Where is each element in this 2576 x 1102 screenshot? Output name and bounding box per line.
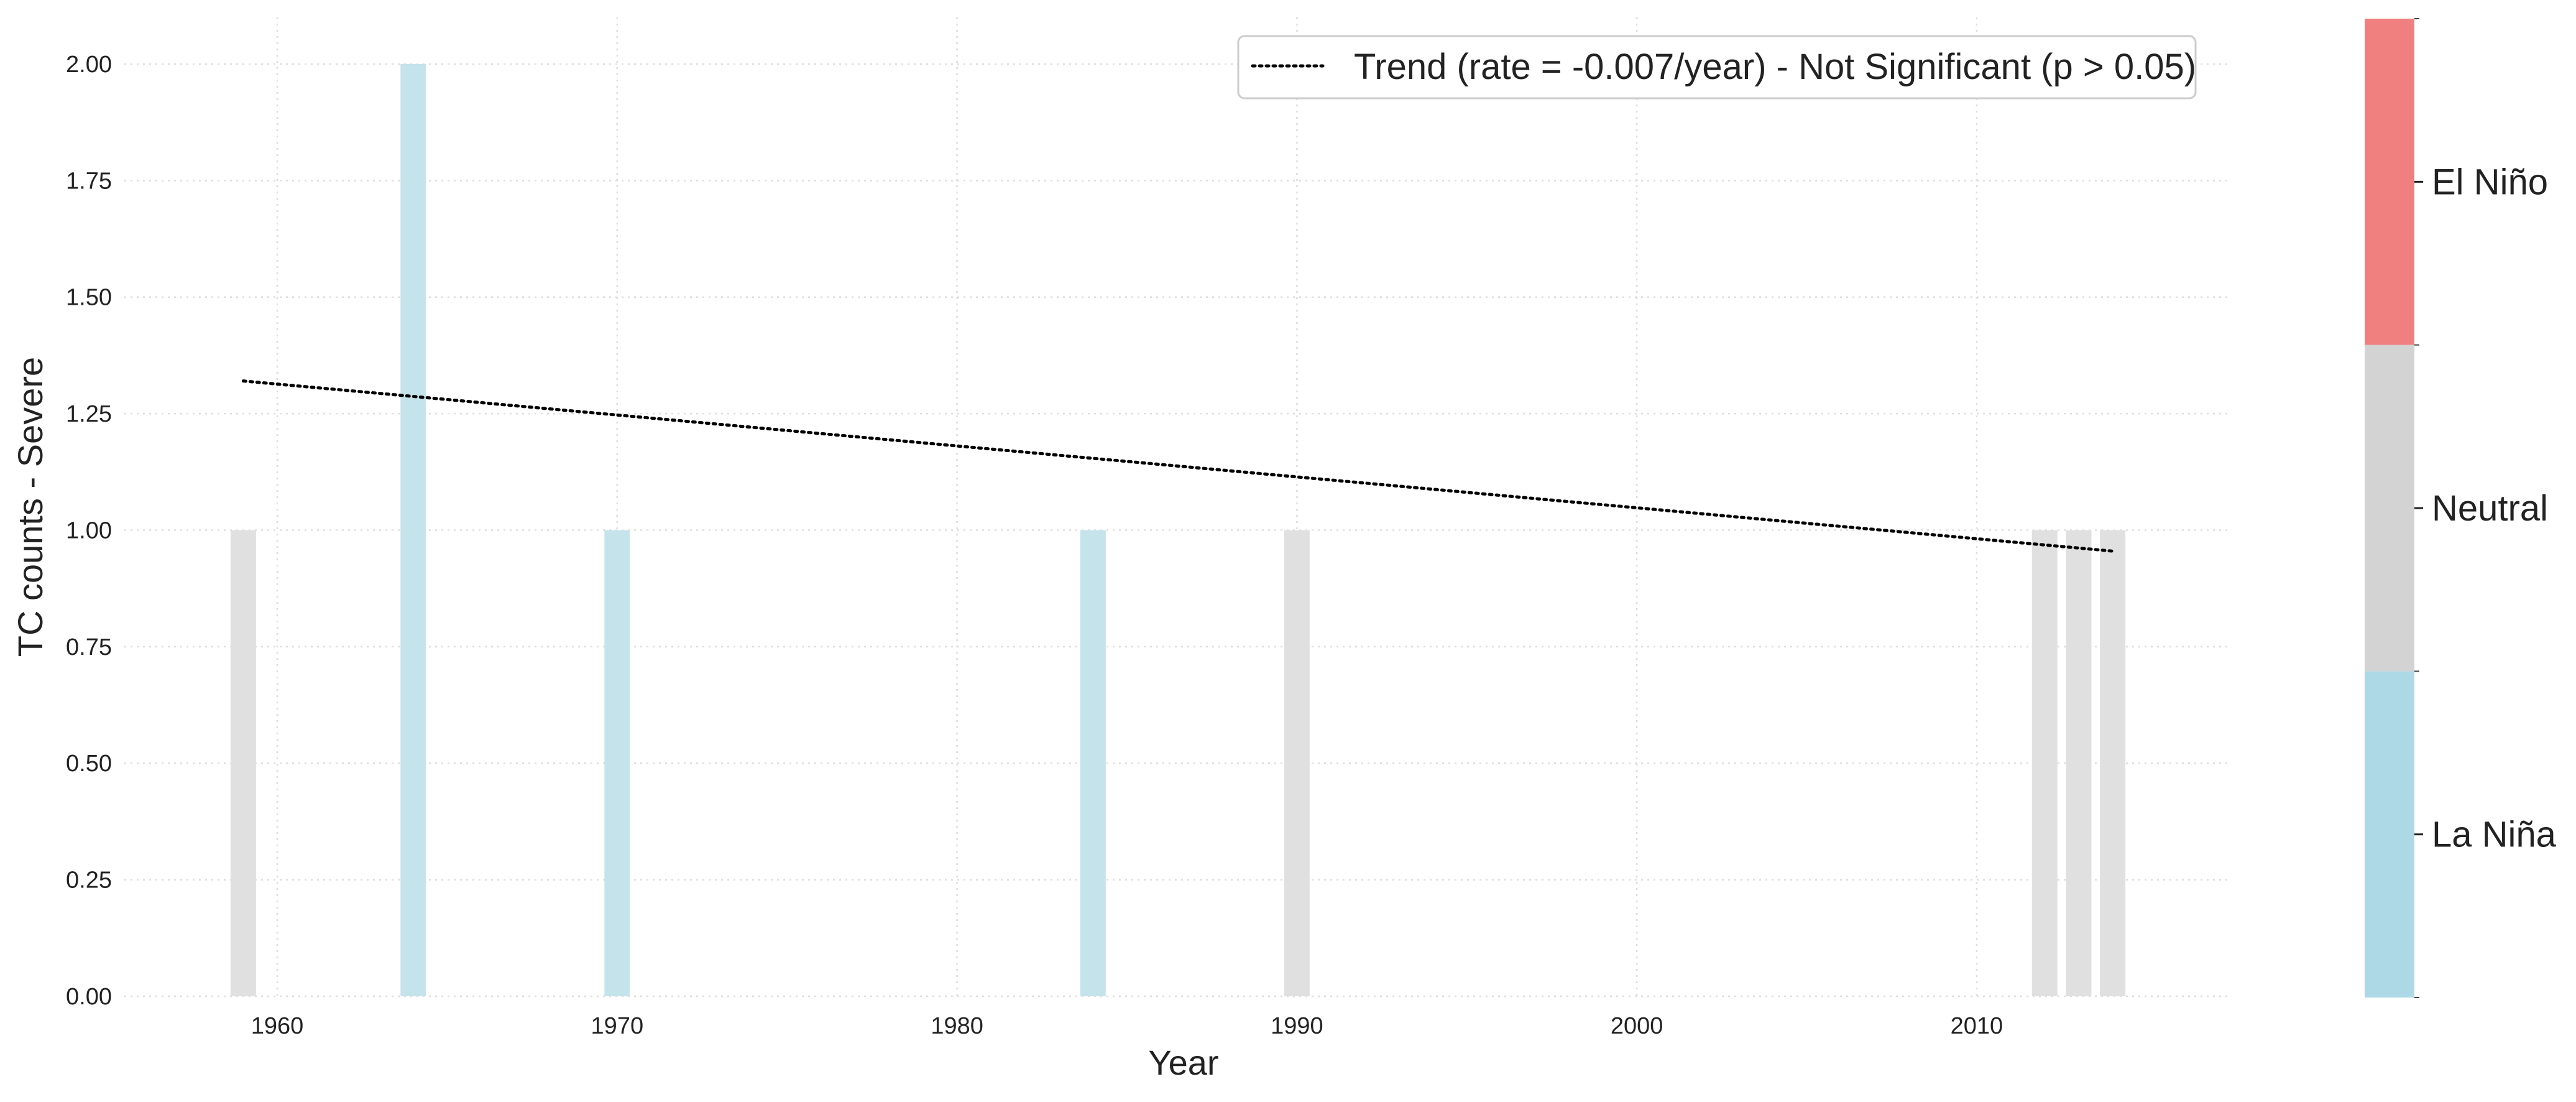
bar <box>2066 530 2092 996</box>
y-axis-title: TC counts - Severe <box>11 357 50 657</box>
colorbar-segment <box>2365 345 2414 672</box>
colorbar-segment <box>2365 671 2414 998</box>
x-axis-title: Year <box>1148 1043 1218 1082</box>
y-tick-label: 0.75 <box>66 634 112 660</box>
bar <box>1080 530 1106 996</box>
bar <box>400 63 426 996</box>
legend-box <box>1237 35 2197 100</box>
colorbar: La Niña Neutral El Niño <box>2365 18 2557 998</box>
x-tick-label: 1980 <box>931 1013 983 1039</box>
bar <box>2100 530 2126 996</box>
bar <box>604 530 630 996</box>
y-tick-label: 2.00 <box>66 52 112 78</box>
x-tick-label: 1970 <box>591 1013 644 1039</box>
colorbar-label: La Niña <box>2432 815 2557 855</box>
bar-layer <box>230 63 2126 996</box>
x-tick-label: 2000 <box>1611 1013 1663 1039</box>
bar <box>1284 530 1310 996</box>
colorbar-segment <box>2365 19 2414 345</box>
y-tick-label: 0.50 <box>66 751 112 777</box>
y-tick-label: 0.25 <box>66 868 112 894</box>
x-tick-label: 1990 <box>1271 1013 1323 1039</box>
colorbar-label: El Niño <box>2432 162 2548 202</box>
y-tick-label: 0.00 <box>66 984 112 1010</box>
trend-layer <box>241 379 2115 553</box>
bar <box>2031 530 2058 996</box>
y-tick-label: 1.00 <box>66 517 112 544</box>
legend: Trend (rate = -0.007/year) - Not Signifi… <box>1237 35 2197 100</box>
tick-layer: 0.00 0.25 0.50 0.75 1.00 1.25 1.50 1.75 2.00 1960… <box>66 52 2003 1039</box>
colorbar-label: Neutral <box>2432 488 2548 529</box>
x-tick-label: 1960 <box>251 1013 304 1039</box>
y-tick-label: 1.50 <box>66 285 112 311</box>
legend-trend-label: Trend (rate = -0.007/year) - Not Signifi… <box>1354 47 2196 87</box>
y-tick-label: 1.25 <box>66 401 112 427</box>
x-tick-label: 2010 <box>1951 1013 2003 1039</box>
y-tick-label: 1.75 <box>66 168 112 194</box>
bar <box>230 530 256 996</box>
trend-line <box>241 379 2115 553</box>
